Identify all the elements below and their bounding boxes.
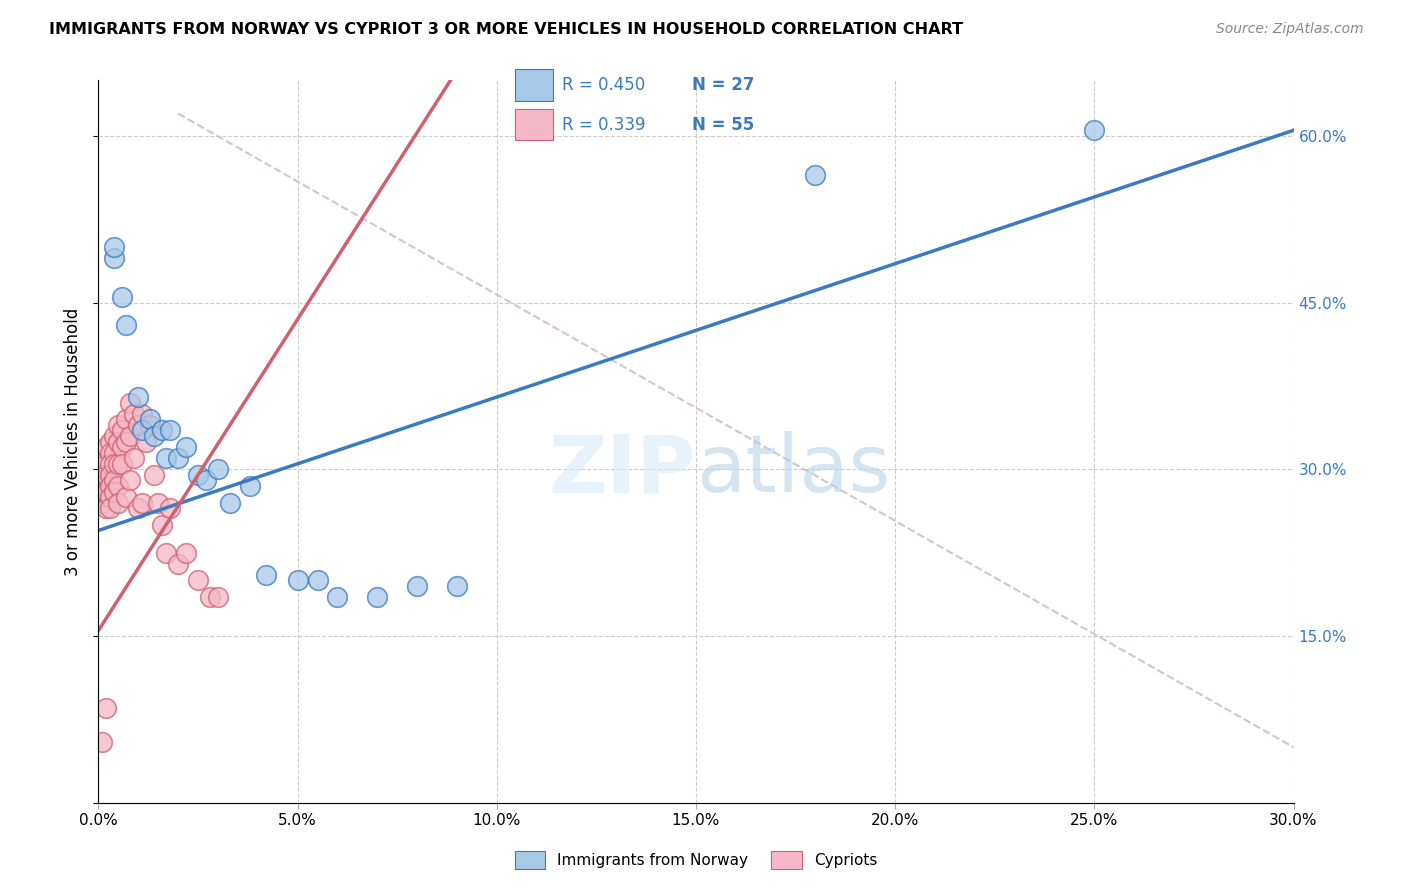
Point — [174, 546, 197, 560]
Text: Source: ZipAtlas.com: Source: ZipAtlas.com — [1216, 22, 1364, 37]
Point — [135, 434, 157, 449]
Text: atlas: atlas — [696, 432, 890, 509]
Point — [103, 251, 125, 265]
Point — [120, 429, 142, 443]
Point — [91, 479, 114, 493]
Point — [115, 490, 138, 504]
Legend: Immigrants from Norway, Cypriots: Immigrants from Norway, Cypriots — [509, 845, 883, 875]
Text: R = 0.339: R = 0.339 — [562, 116, 645, 134]
Text: IMMIGRANTS FROM NORWAY VS CYPRIOT 3 OR MORE VEHICLES IN HOUSEHOLD CORRELATION CH: IMMIGRANTS FROM NORWAY VS CYPRIOT 3 OR M… — [49, 22, 963, 37]
Point — [239, 479, 262, 493]
Point — [96, 701, 118, 715]
Text: N = 55: N = 55 — [692, 116, 754, 134]
Point — [98, 490, 122, 504]
Point — [195, 474, 218, 488]
Point — [91, 496, 114, 510]
Point — [287, 574, 309, 588]
Point — [124, 451, 146, 466]
Point — [111, 424, 134, 438]
Point — [167, 451, 190, 466]
Point — [127, 417, 149, 432]
Point — [120, 395, 142, 409]
Point — [115, 412, 138, 426]
Point — [131, 407, 153, 421]
Point — [131, 424, 153, 438]
Point — [446, 579, 468, 593]
Point — [219, 496, 242, 510]
Point — [103, 457, 125, 471]
Point — [143, 467, 166, 482]
Point — [127, 501, 149, 516]
Point — [139, 412, 162, 426]
Point — [207, 590, 229, 604]
Point — [1083, 123, 1105, 137]
Point — [115, 318, 138, 332]
FancyBboxPatch shape — [516, 109, 553, 140]
Point — [103, 484, 125, 499]
Point — [198, 590, 221, 604]
Point — [207, 462, 229, 476]
Point — [111, 457, 134, 471]
Point — [155, 546, 177, 560]
Text: R = 0.450: R = 0.450 — [562, 77, 645, 95]
Point — [96, 484, 118, 499]
Point — [115, 434, 138, 449]
Point — [103, 445, 125, 459]
Point — [96, 467, 118, 482]
Point — [307, 574, 329, 588]
Point — [98, 434, 122, 449]
Point — [148, 496, 170, 510]
Point — [143, 429, 166, 443]
Point — [107, 496, 129, 510]
Point — [159, 501, 181, 516]
Text: ZIP: ZIP — [548, 432, 696, 509]
Point — [159, 424, 181, 438]
FancyBboxPatch shape — [516, 70, 553, 101]
Point — [103, 429, 125, 443]
Point — [91, 467, 114, 482]
Point — [98, 479, 122, 493]
Point — [98, 467, 122, 482]
Point — [96, 440, 118, 454]
Y-axis label: 3 or more Vehicles in Household: 3 or more Vehicles in Household — [65, 308, 83, 575]
Point — [139, 417, 162, 432]
Point — [96, 457, 118, 471]
Point — [804, 168, 827, 182]
Point — [96, 501, 118, 516]
Point — [187, 574, 209, 588]
Point — [107, 434, 129, 449]
Point — [150, 517, 173, 532]
Point — [91, 490, 114, 504]
Point — [91, 734, 114, 748]
Point — [98, 501, 122, 516]
Point — [111, 440, 134, 454]
Point — [98, 445, 122, 459]
Point — [127, 390, 149, 404]
Point — [98, 457, 122, 471]
Point — [326, 590, 349, 604]
Point — [103, 474, 125, 488]
Point — [366, 590, 388, 604]
Text: N = 27: N = 27 — [692, 77, 754, 95]
Point — [155, 451, 177, 466]
Point — [187, 467, 209, 482]
Point — [120, 474, 142, 488]
Point — [150, 424, 173, 438]
Point — [103, 240, 125, 254]
Point — [124, 407, 146, 421]
Point — [406, 579, 429, 593]
Point — [254, 568, 277, 582]
Point — [167, 557, 190, 571]
Point — [111, 290, 134, 304]
Point — [174, 440, 197, 454]
Point — [107, 417, 129, 432]
Point — [131, 496, 153, 510]
Point — [107, 457, 129, 471]
Point — [107, 479, 129, 493]
